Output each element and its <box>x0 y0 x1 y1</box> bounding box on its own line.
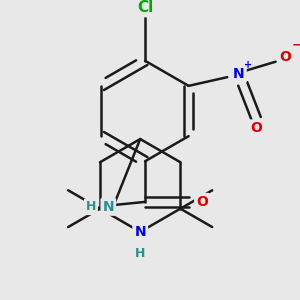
Text: O: O <box>196 195 208 209</box>
Text: −: − <box>292 39 300 52</box>
Text: Cl: Cl <box>137 0 153 15</box>
Text: +: + <box>244 60 253 70</box>
Text: N: N <box>134 225 146 239</box>
Text: O: O <box>279 50 291 64</box>
Text: H: H <box>86 200 96 213</box>
Text: N: N <box>233 67 245 81</box>
Text: H: H <box>135 247 146 260</box>
Text: O: O <box>250 122 262 135</box>
Text: N: N <box>103 200 114 214</box>
